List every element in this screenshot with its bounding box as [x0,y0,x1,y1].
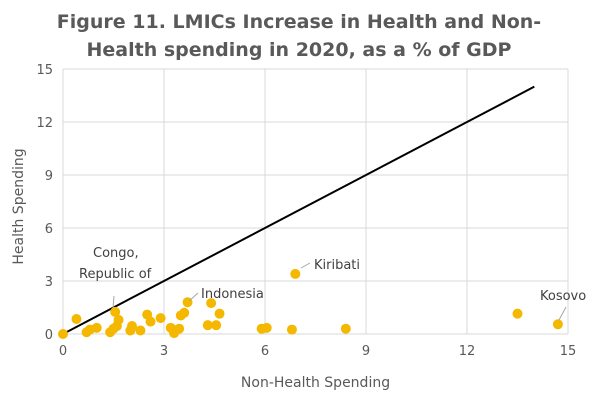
data-point [290,268,301,279]
annotation-leader-line [558,306,567,321]
x-tick-label: 0 [59,344,67,359]
x-axis-label: Non-Health Spending [241,375,390,391]
annotation-label: Congo, [93,246,139,261]
y-tick-label: 12 [36,116,53,131]
y-tick-label: 9 [45,169,53,184]
data-point [202,320,213,331]
data-point [214,308,225,319]
reference-line-segment [62,85,535,335]
annotation-label: Kiribati [314,258,360,273]
chart-title-line-1: Figure 11. LMICs Increase in Health and … [56,11,542,33]
reference-line [62,85,535,335]
data-point [512,308,523,319]
x-tick-label: 6 [261,344,269,359]
data-point [179,307,190,318]
y-tick-label: 6 [45,222,53,237]
annotation-label: Republic of [79,267,152,282]
data-point [552,319,563,330]
tick-labels: 0 3 6 9 12 15 0 3 6 9 12 15 [36,63,576,359]
data-point [127,321,138,332]
data-point [174,323,185,334]
chart-title-line-2: Health spending in 2020, as a % of GDP [86,39,512,61]
annotation-label: Indonesia [201,287,264,302]
annotation-leader-line [188,292,199,302]
data-point [340,323,351,334]
chart-title: Figure 11. LMICs Increase in Health and … [0,8,598,64]
annotations: Congo, Republic of Indonesia Kiribati Kosovo [79,246,586,321]
x-tick-label: 3 [160,344,168,359]
data-point [145,316,156,327]
data-point [91,322,102,333]
x-tick-label: 15 [560,344,577,359]
data-point [261,322,272,333]
x-tick-label: 12 [459,344,476,359]
y-axis-label: Health Spending [11,148,27,264]
y-tick-label: 3 [45,275,53,290]
data-point [211,320,222,331]
data-point [286,324,297,335]
data-point [58,329,68,339]
data-point [206,298,217,309]
data-point [155,313,166,324]
data-point [110,306,121,317]
y-tick-label: 15 [36,63,53,78]
gridlines [62,68,569,335]
annotation-leader-line [300,262,311,269]
annotation-label: Kosovo [540,289,586,304]
x-tick-label: 9 [362,344,370,359]
data-point [113,314,124,325]
data-point [71,313,82,324]
data-points [58,268,563,339]
data-point [135,325,146,336]
y-tick-label: 0 [45,328,53,343]
annotation-leader-line [112,295,115,309]
